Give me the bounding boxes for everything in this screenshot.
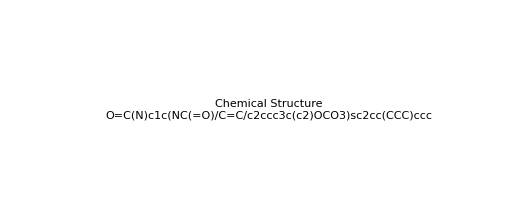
Text: Chemical Structure
O=C(N)c1c(NC(=O)/C=C/c2ccc3c(c2)OCO3)sc2cc(CCC)ccc: Chemical Structure O=C(N)c1c(NC(=O)/C=C/… xyxy=(105,99,432,120)
